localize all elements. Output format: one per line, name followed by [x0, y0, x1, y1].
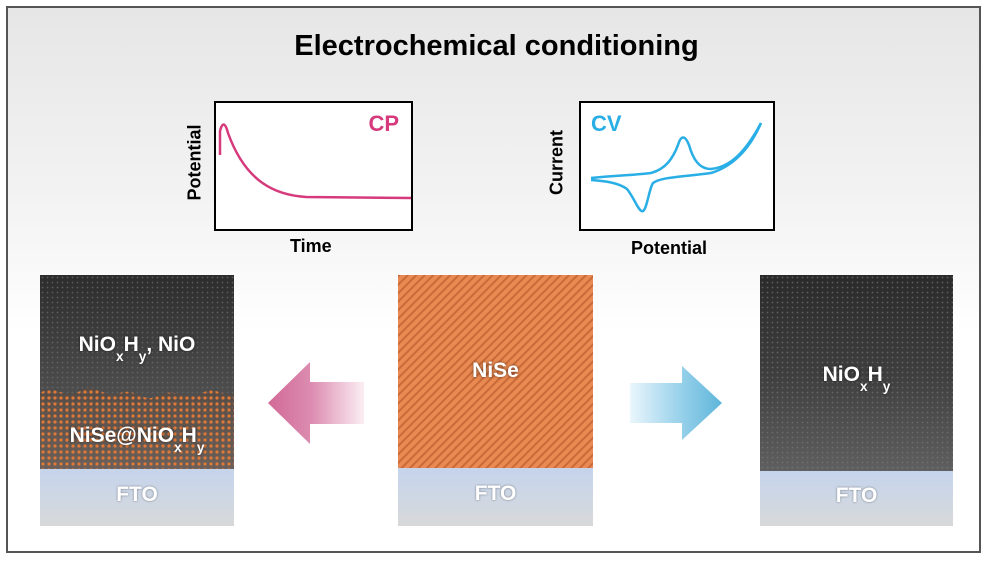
cp-curve-svg: [218, 123, 412, 200]
right-sample-film: [760, 275, 953, 471]
left-sample-film: [40, 275, 234, 469]
cv-curve-reverse: [590, 122, 763, 213]
cp-ylabel: Potential: [184, 124, 205, 201]
cp-curve: [218, 123, 412, 200]
cp-tag: CP: [368, 111, 399, 136]
cv-ylabel: Current: [546, 130, 567, 196]
cv-xlabel: Potential: [631, 238, 708, 258]
left-top-layer-label: NiOxHy, NiO: [78, 333, 196, 364]
left-sample-stack: NiOxHy, NiO NiSe@NiOxHy FTO: [40, 275, 234, 526]
center-sample-stack: NiSe FTO: [398, 275, 593, 526]
cp-plot: CP: [214, 101, 413, 231]
cv-tag: CV: [591, 111, 622, 136]
cv-curve-svg: [590, 122, 763, 213]
left-arrow: [268, 362, 364, 444]
right-fto-label: FTO: [835, 484, 878, 507]
cv-plot: CV: [579, 101, 775, 231]
right-film-label: NiOxHy: [822, 363, 891, 394]
cp-xlabel: Time: [290, 236, 332, 256]
right-sample-stack: NiOxHy FTO: [760, 275, 953, 526]
center-sample-film: [398, 275, 593, 468]
left-mid-layer-label: NiSe@NiOxHy: [69, 424, 205, 455]
left-fto-layer: FTO: [40, 469, 234, 526]
figure-title: Electrochemical conditioning: [294, 30, 699, 62]
center-fto-label: FTO: [474, 482, 517, 505]
left-fto-label: FTO: [116, 483, 158, 506]
right-fto-layer: FTO: [760, 471, 953, 526]
cv-curve-forward: [590, 122, 763, 180]
center-fto-layer: FTO: [398, 468, 593, 526]
right-arrow: [630, 366, 722, 440]
center-film-label: NiSe: [472, 359, 519, 382]
